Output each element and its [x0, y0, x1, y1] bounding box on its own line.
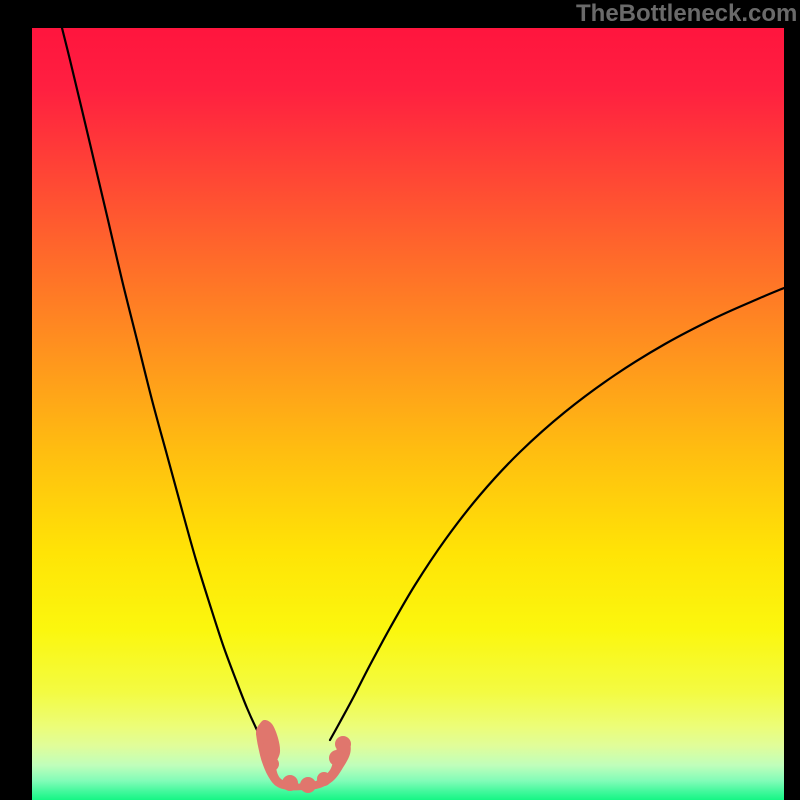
blob-bump [282, 775, 298, 791]
gradient-rect [32, 28, 784, 800]
blob-bump [335, 736, 351, 752]
blob-bump [256, 723, 274, 741]
watermark-text: TheBottleneck.com [576, 0, 797, 28]
chart-container: { "canvas": { "width": 800, "height": 80… [0, 0, 800, 800]
chart-svg [0, 0, 800, 800]
blob-bump [262, 740, 278, 756]
plot-group [32, 20, 784, 800]
blob-bump [265, 757, 279, 771]
blob-bump [317, 772, 331, 786]
blob-bump [329, 750, 345, 766]
blob-bump [300, 777, 316, 793]
